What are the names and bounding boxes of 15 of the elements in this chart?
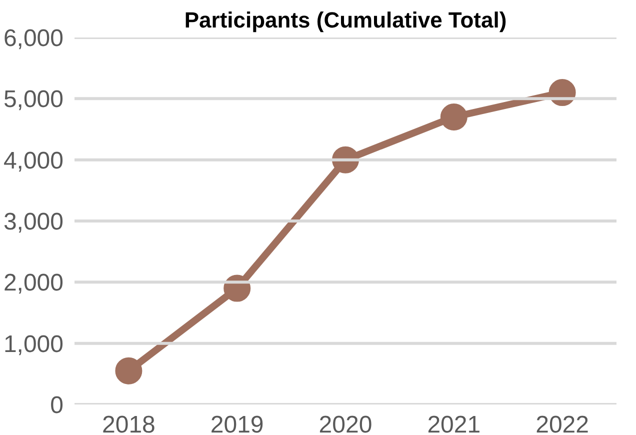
y-tick-label: 2,000 bbox=[3, 270, 64, 297]
y-tick-label: 6,000 bbox=[3, 25, 64, 52]
x-tick-label: 2022 bbox=[536, 412, 589, 435]
y-tick-label: 4,000 bbox=[3, 147, 64, 174]
chart-title: Participants (Cumulative Total) bbox=[184, 8, 507, 32]
y-tick-label: 0 bbox=[50, 392, 64, 419]
y-tick-label: 1,000 bbox=[3, 330, 64, 358]
point bbox=[440, 104, 468, 130]
x-tick-label: 2021 bbox=[427, 412, 481, 435]
x-tick-label: 2019 bbox=[210, 412, 264, 435]
x-tick-label: 2018 bbox=[102, 412, 156, 435]
x-tick-label: 2020 bbox=[318, 412, 372, 435]
y-tick-label: 5,000 bbox=[3, 86, 64, 114]
point bbox=[115, 357, 142, 384]
y-tick-label: 3,000 bbox=[3, 208, 64, 236]
